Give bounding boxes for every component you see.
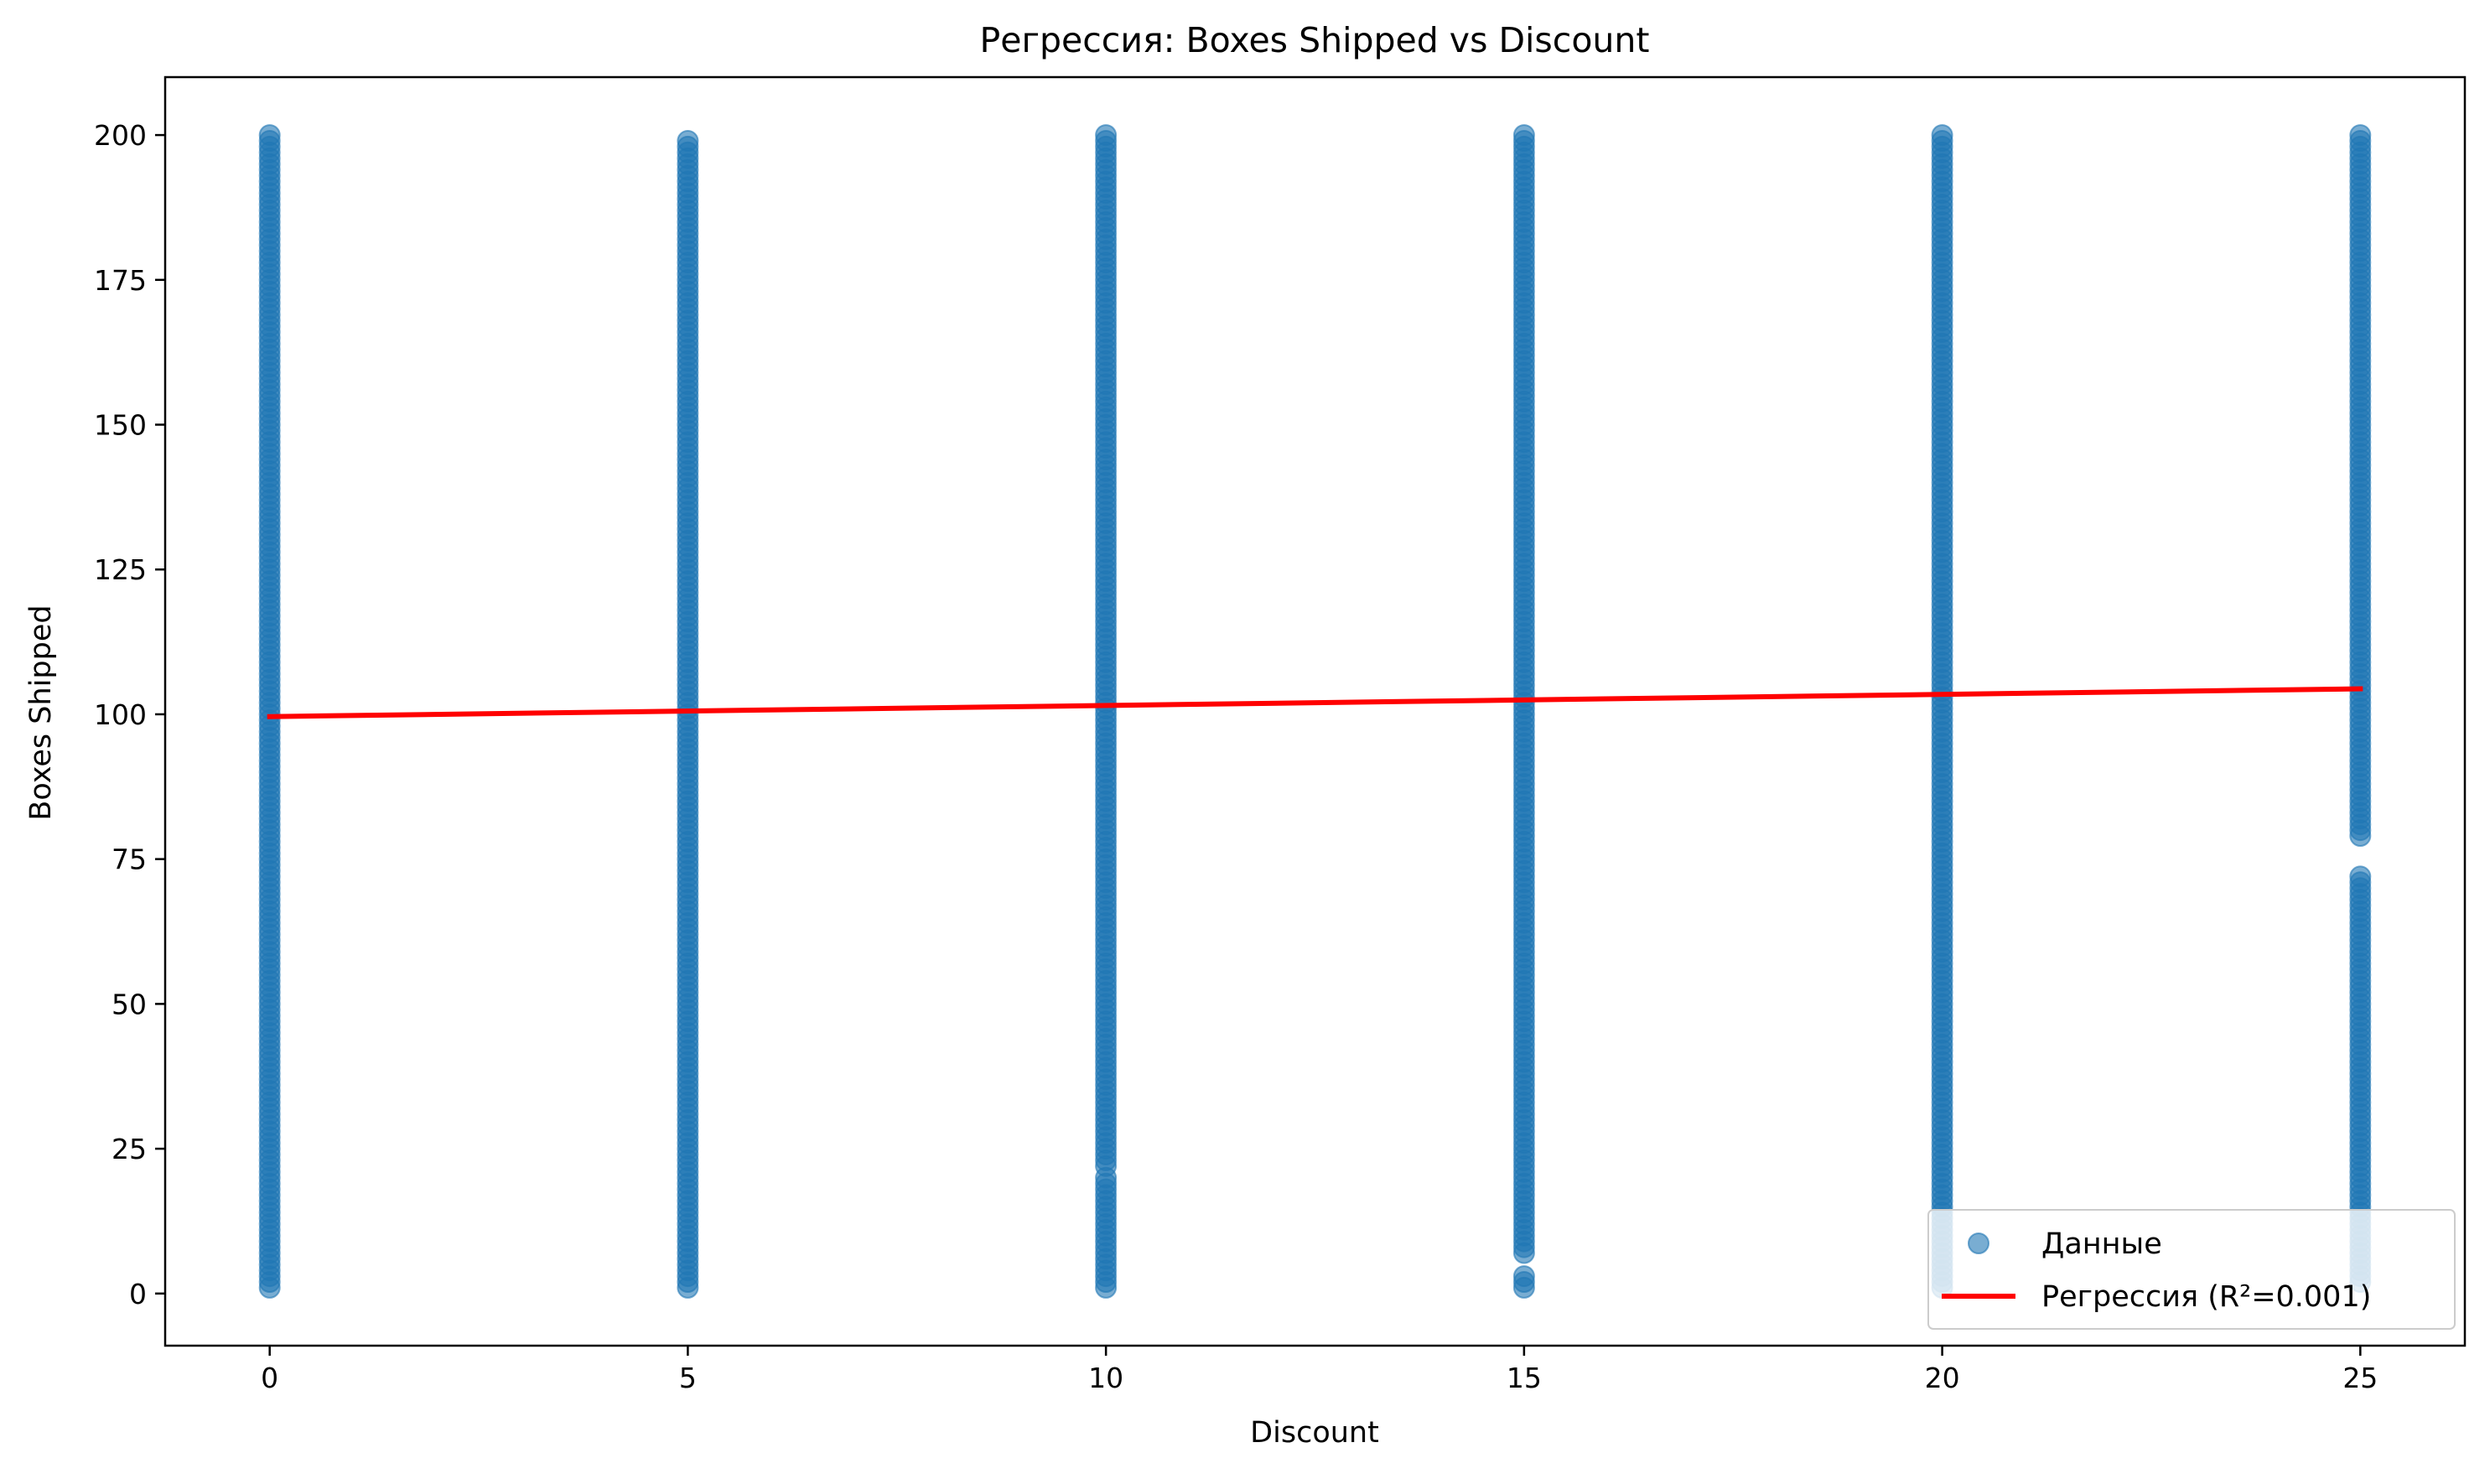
regression-line <box>267 686 2363 719</box>
legend: Данные Регрессия (R²=0.001) <box>1927 1209 2456 1330</box>
y-tick-label: 75 <box>112 843 147 876</box>
x-tick-label: 20 <box>1925 1362 1960 1394</box>
data-point <box>2349 124 2372 147</box>
x-tick-label: 5 <box>679 1362 697 1394</box>
y-tick-label: 100 <box>94 698 147 731</box>
x-axis-label: Discount <box>1250 1416 1379 1450</box>
plot-area <box>258 124 2372 1299</box>
legend-box <box>1927 1209 2456 1330</box>
data-point <box>1512 124 1535 147</box>
y-tick-label: 200 <box>94 119 147 152</box>
plot-frame <box>163 75 2467 1347</box>
x-tick-label: 0 <box>261 1362 278 1394</box>
data-point <box>258 124 281 147</box>
data-point <box>1931 124 1953 147</box>
data-point <box>1095 124 1118 147</box>
legend-label-regression: Регрессия (R²=0.001) <box>2041 1280 2371 1314</box>
y-tick-label: 25 <box>112 1133 147 1165</box>
x-tick-label: 25 <box>2342 1362 2378 1394</box>
legend-marker-data <box>1968 1232 1989 1254</box>
chart-title: Регрессия: Boxes Shipped vs Discount <box>980 20 1650 60</box>
y-tick-label: 175 <box>94 264 147 297</box>
data-point <box>1512 1265 1535 1288</box>
axes: 0 5 10 15 20 25 0 25 50 75 100 125 150 175 200 <box>94 75 2467 1394</box>
y-tick-label: 125 <box>94 553 147 586</box>
data-point <box>677 130 699 152</box>
y-tick-label: 0 <box>129 1278 147 1310</box>
y-tick-label: 50 <box>112 988 147 1020</box>
y-axis-label: Boxes Shipped <box>24 604 58 820</box>
x-tick-label: 10 <box>1088 1362 1123 1394</box>
y-tick-label: 150 <box>94 409 147 442</box>
x-tick-label: 15 <box>1507 1362 1542 1394</box>
legend-label-data: Данные <box>2041 1227 2162 1261</box>
data-point <box>2349 865 2372 888</box>
